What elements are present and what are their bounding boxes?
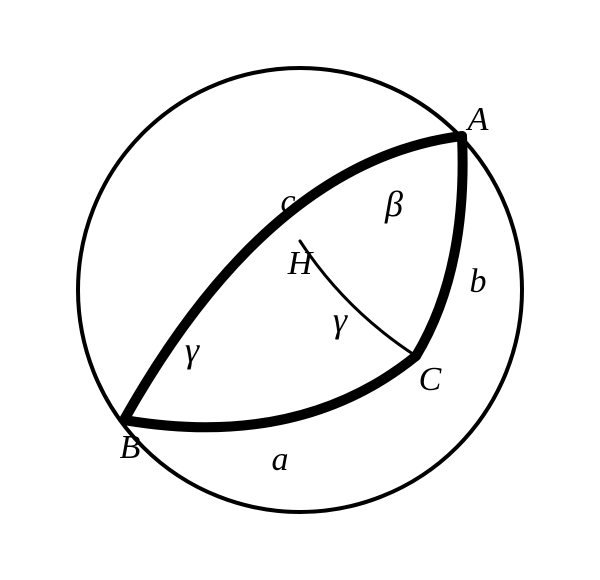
label-C: C	[419, 361, 442, 399]
spherical-triangle-diagram: A B C Ha b c β γ γ	[0, 0, 600, 580]
diagram-svg	[0, 0, 600, 580]
arc-arc_HC	[300, 241, 416, 356]
arc-arc_AC	[416, 136, 463, 356]
label-a: a	[272, 441, 289, 479]
label-b: b	[470, 263, 487, 301]
label-c: c	[280, 183, 295, 221]
label-B: B	[120, 429, 141, 467]
arc-arc_BC	[124, 356, 416, 427]
label-gamma2: γ	[333, 299, 347, 341]
label-A: A	[468, 101, 489, 139]
label-gamma1: γ	[185, 329, 199, 371]
label-H: H	[288, 245, 313, 283]
label-beta: β	[385, 183, 403, 225]
